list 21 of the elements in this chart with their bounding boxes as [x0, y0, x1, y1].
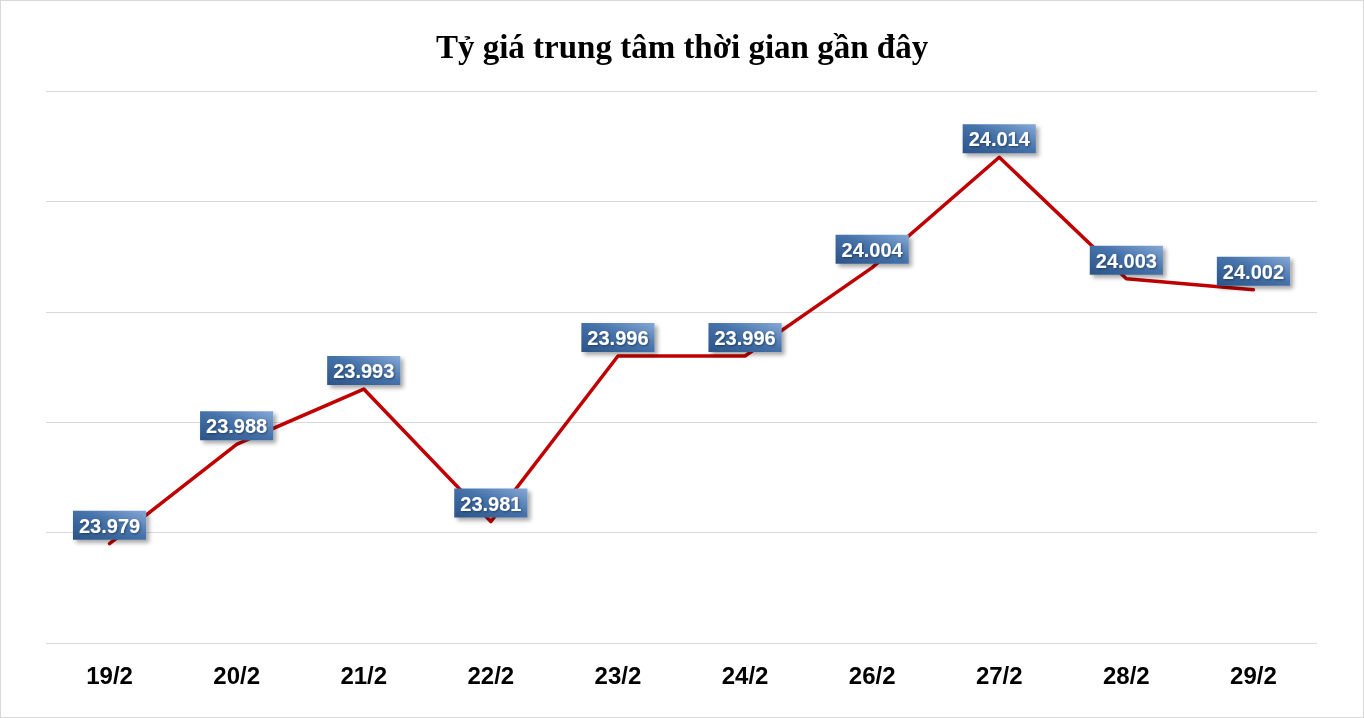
data-label: 23.996	[587, 326, 649, 349]
x-tick-label: 23/2	[594, 661, 642, 689]
x-tick-label: 22/2	[467, 661, 515, 689]
data-label: 24.003	[1095, 249, 1157, 272]
x-tick-label: 24/2	[721, 661, 769, 689]
data-label: 23.979	[78, 514, 141, 537]
x-tick-label: 29/2	[1230, 661, 1277, 689]
x-tick-label: 26/2	[848, 661, 896, 689]
x-tick-label: 21/2	[340, 661, 388, 689]
chart-title: Tỷ giá trung tâm thời gian gần đây	[435, 28, 929, 65]
data-label: 23.981	[460, 492, 522, 515]
x-tick-label: 20/2	[213, 661, 261, 689]
x-tick-label: 27/2	[975, 661, 1023, 689]
data-label: 23.993	[333, 360, 395, 383]
data-label: 24.014	[968, 128, 1031, 151]
data-label: 23.988	[206, 415, 268, 438]
data-label: 24.004	[841, 238, 904, 261]
x-tick-label: 28/2	[1102, 661, 1150, 689]
x-tick-label: 19/2	[86, 661, 133, 689]
data-label: 23.996	[714, 326, 776, 349]
data-label: 24.002	[1222, 260, 1285, 283]
